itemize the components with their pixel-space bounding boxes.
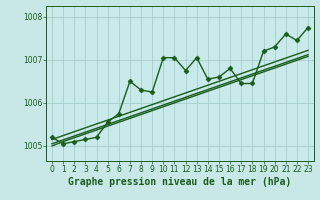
X-axis label: Graphe pression niveau de la mer (hPa): Graphe pression niveau de la mer (hPa) (68, 177, 292, 187)
